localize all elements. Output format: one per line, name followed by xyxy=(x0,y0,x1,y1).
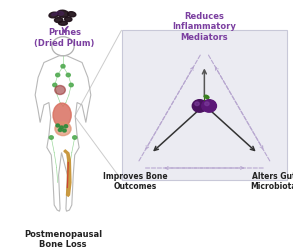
Text: Improves Bone
Outcomes: Improves Bone Outcomes xyxy=(103,172,167,191)
Ellipse shape xyxy=(57,10,69,17)
Ellipse shape xyxy=(59,21,67,25)
Circle shape xyxy=(49,136,53,139)
Circle shape xyxy=(64,125,68,128)
FancyBboxPatch shape xyxy=(122,30,287,180)
Circle shape xyxy=(73,136,77,139)
Circle shape xyxy=(60,126,63,129)
Circle shape xyxy=(192,100,207,112)
Text: Prunes
(Dried Plum): Prunes (Dried Plum) xyxy=(34,28,95,48)
Circle shape xyxy=(69,83,73,87)
Circle shape xyxy=(56,73,60,77)
Circle shape xyxy=(63,129,66,132)
Circle shape xyxy=(61,64,65,68)
Ellipse shape xyxy=(55,122,71,136)
Ellipse shape xyxy=(68,12,76,17)
Circle shape xyxy=(55,86,65,94)
Ellipse shape xyxy=(52,13,57,16)
Ellipse shape xyxy=(204,95,209,98)
Circle shape xyxy=(58,128,62,132)
Circle shape xyxy=(53,83,57,87)
Text: Reduces
Inflammatory
Mediators: Reduces Inflammatory Mediators xyxy=(172,12,236,42)
Ellipse shape xyxy=(65,17,72,21)
Circle shape xyxy=(66,73,70,77)
Ellipse shape xyxy=(57,11,64,15)
Text: Postmenopausal
Bone Loss: Postmenopausal Bone Loss xyxy=(24,230,102,250)
Circle shape xyxy=(205,102,209,106)
Ellipse shape xyxy=(49,12,58,18)
Polygon shape xyxy=(64,150,71,196)
Circle shape xyxy=(195,102,199,106)
Text: Alters Gut
Microbiota: Alters Gut Microbiota xyxy=(251,172,293,191)
Circle shape xyxy=(202,100,217,112)
Ellipse shape xyxy=(53,103,71,127)
Ellipse shape xyxy=(54,18,63,22)
Circle shape xyxy=(56,124,59,127)
